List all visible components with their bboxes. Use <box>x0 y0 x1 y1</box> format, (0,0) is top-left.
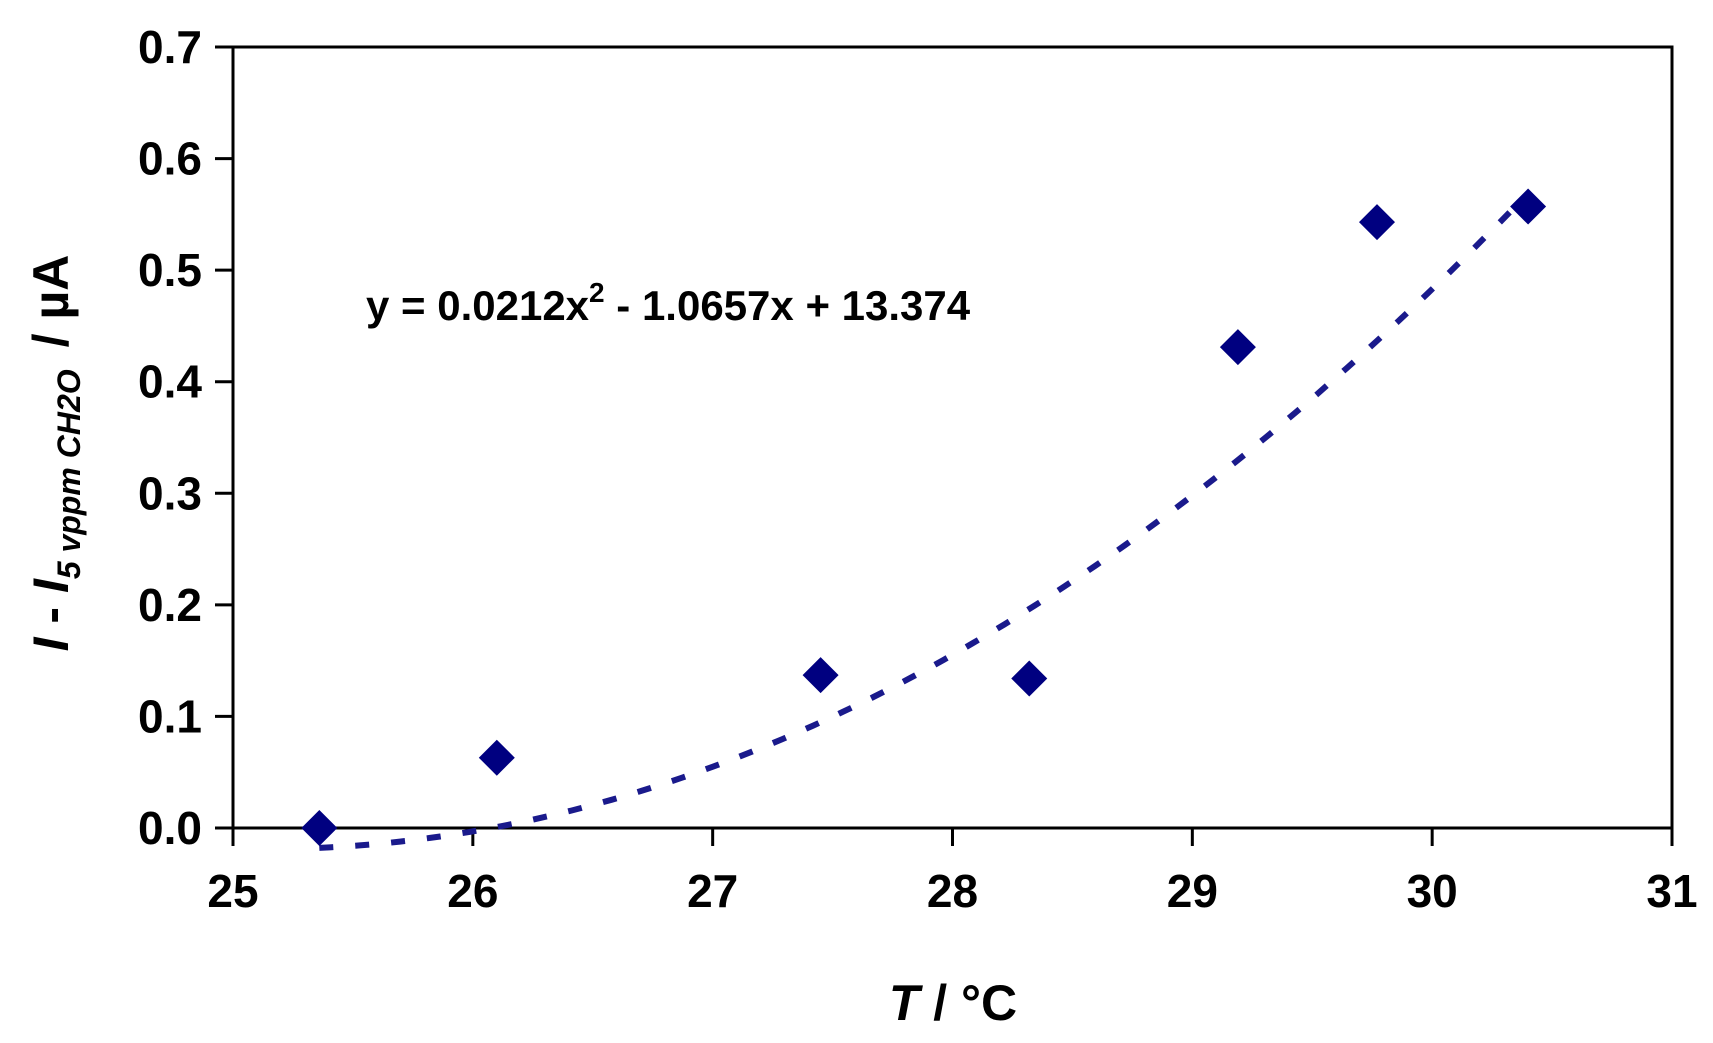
y-axis-separator: - <box>23 593 79 637</box>
plot-border <box>231 45 1674 830</box>
x-axis-unit: / °C <box>919 975 1017 1031</box>
y-tick-label: 0.7 <box>138 21 202 73</box>
y-axis-unit: / µA <box>23 255 79 348</box>
x-axis-title: T / °C <box>889 975 1017 1031</box>
y-tick-label: 0.6 <box>138 133 202 185</box>
trendline-equation: y = 0.0212x2 - 1.0657x + 13.374 <box>366 277 971 329</box>
x-tick-label: 27 <box>687 865 738 917</box>
y-axis-subscript: 5 vppm CH2O <box>51 369 87 579</box>
y-axis: 0.0 0.1 0.2 0.3 0.4 0.5 0.6 0.7 <box>138 21 233 854</box>
y-tick-label: 0.3 <box>138 467 202 519</box>
data-point <box>802 657 839 694</box>
x-axis-variable: T <box>889 975 924 1031</box>
x-axis: 25 26 27 28 29 30 31 <box>207 828 1698 917</box>
y-tick-label: 0.2 <box>138 579 202 631</box>
data-point <box>1510 188 1547 225</box>
data-point <box>301 810 338 846</box>
data-point <box>1011 660 1048 697</box>
x-tick-label: 25 <box>207 865 258 917</box>
x-tick-label: 28 <box>927 865 978 917</box>
y-tick-label: 0.1 <box>138 690 202 742</box>
equation-lhs: y = 0.0212x <box>366 282 590 329</box>
y-tick-label: 0.4 <box>138 356 202 408</box>
data-points <box>301 188 1547 846</box>
trendline <box>319 191 1531 851</box>
x-tick-label: 29 <box>1167 865 1218 917</box>
equation-exponent: 2 <box>589 277 605 308</box>
x-tick-label: 26 <box>447 865 498 917</box>
x-tick-label: 30 <box>1407 865 1458 917</box>
plot-area <box>231 45 1674 830</box>
y-axis-title: I - I5 vppm CH2O/ µA <box>23 255 87 652</box>
data-point <box>1219 329 1256 366</box>
trendline-curve <box>319 191 1531 851</box>
y-axis-variable-2: I <box>23 578 79 593</box>
data-point <box>478 739 515 776</box>
data-point <box>1359 204 1396 241</box>
y-tick-label: 0.0 <box>138 802 202 854</box>
y-tick-label: 0.5 <box>138 244 202 296</box>
x-tick-label: 31 <box>1646 865 1697 917</box>
y-axis-variable-1: I <box>23 636 79 651</box>
equation-rhs: - 1.0657x + 13.374 <box>605 282 971 329</box>
